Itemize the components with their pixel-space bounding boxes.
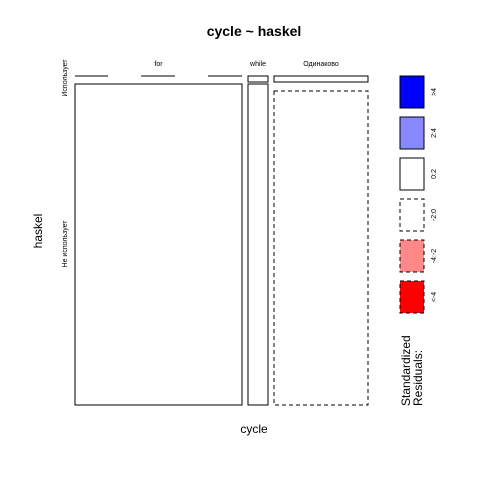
- cell-for-не-использует: [74, 83, 243, 406]
- legend-swatch-0-2: [399, 157, 425, 191]
- legend-label-2-0: -2:0: [431, 209, 438, 221]
- cell-while-использует: [247, 75, 269, 83]
- x-level-label-одинаково: Одинаково: [303, 61, 339, 68]
- cell-одинаково-использует: [273, 75, 369, 83]
- y-level-label-использует: Использует: [62, 59, 69, 97]
- y-level-labels: Использует Не использует: [62, 59, 69, 268]
- x-level-label-while: while: [249, 61, 266, 68]
- y-axis-title: haskel: [31, 214, 45, 249]
- x-level-label-for: for: [154, 61, 163, 68]
- mosaic-cells: [74, 75, 369, 406]
- legend-swatch-2-4: [399, 116, 425, 150]
- legend-label-2-4: 2:4: [431, 128, 438, 138]
- legend-label-4-2: -4:-2: [431, 249, 438, 264]
- chart-title: cycle ~ haskel: [207, 23, 302, 39]
- x-level-labels: for while Одинаково: [154, 61, 338, 68]
- legend-label-0-2: 0:2: [431, 169, 438, 179]
- cell-while-не-использует: [247, 83, 269, 406]
- x-axis-title: cycle: [240, 422, 268, 436]
- legend-title: Standardized Residuals:: [399, 332, 425, 406]
- legend-swatch-4: [399, 280, 425, 314]
- legend: >4 2:4 0:2 -2:0 -4:-2 <-4: [399, 75, 438, 314]
- legend-label-4: >4: [431, 88, 438, 96]
- legend-swatch-4-2: [399, 239, 425, 273]
- legend-swatch-2-0: [399, 198, 425, 232]
- legend-title-line-1: Standardized: [399, 335, 413, 406]
- legend-title-line-2: Residuals:: [411, 350, 425, 406]
- cell-одинаково-не-использует: [273, 90, 369, 406]
- legend-label-4: <-4: [431, 292, 438, 302]
- y-level-label-не-использует: Не использует: [62, 220, 69, 268]
- legend-swatch-4: [399, 75, 425, 109]
